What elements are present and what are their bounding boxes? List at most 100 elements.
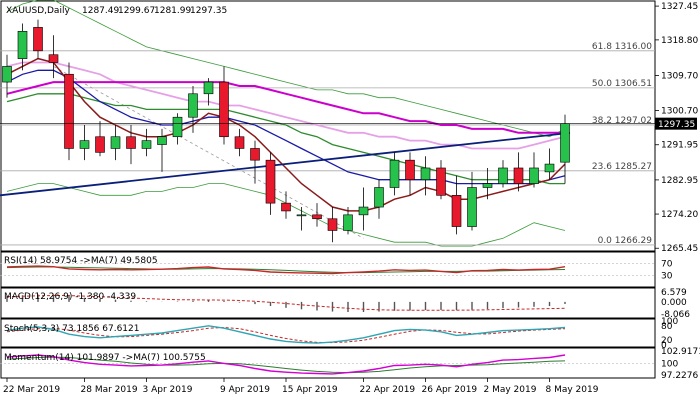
ohlc-low: 1281.99: [154, 6, 191, 16]
stoch-panel-frame: [0, 318, 656, 348]
candle-body-36: [560, 123, 570, 163]
candle-body-16: [250, 148, 260, 161]
candle-body-32: [498, 167, 508, 184]
candle-body-23: [358, 206, 369, 216]
current-price-text: 1297.35: [658, 120, 695, 130]
y-tick-label-2: 1309.70: [661, 71, 698, 81]
fib-label-1: 50.0 1306.51: [592, 79, 652, 89]
candle-body-33: [513, 167, 524, 184]
candle-body-29: [451, 195, 462, 227]
candle-body-28: [436, 167, 446, 196]
momentum-signal-line: [6, 356, 566, 374]
candle-body-24: [374, 187, 384, 208]
candle-body-2: [33, 27, 43, 52]
candle-body-12: [188, 93, 198, 118]
rsi-level-label-1: 30: [661, 272, 673, 282]
candle-body-25: [389, 159, 400, 188]
candle-body-9: [141, 140, 152, 149]
momentum-tick-label-2: 97.2276: [661, 371, 698, 381]
y-tick-label-1: 1318.80: [661, 36, 698, 46]
candle-body-19: [296, 214, 307, 217]
momentum-tick-label-1: 100: [661, 359, 678, 369]
rsi-main-line: [6, 265, 566, 275]
x-tick-label-7: 2 May 2019: [484, 385, 537, 395]
dashed-trend-line: [53, 66, 364, 239]
candle-body-22: [343, 214, 353, 231]
macd-tick-label-0: 6.579: [661, 288, 687, 298]
macd-tick-label-2: -8.066: [661, 310, 690, 320]
candle-body-7: [110, 136, 121, 149]
stoch-tick-label-3: 0: [661, 341, 667, 351]
momentum-main-line: [6, 354, 566, 375]
candle-body-8: [126, 136, 136, 149]
candle-body-30: [467, 187, 477, 227]
candle-body-0: [2, 66, 12, 83]
axis-layer: 1297.35 1327.45 1318.80 1309.70 1300.70 1291.…: [3, 2, 700, 395]
candle-body-5: [79, 140, 90, 149]
momentum-label: Momentum(14) 101.9897 ->MA(7) 100.5755: [4, 353, 206, 363]
momentum-tick-label-0: 102.9171: [661, 347, 700, 357]
y-tick-label-4: 1291.95: [661, 141, 698, 151]
candle-body-21: [327, 218, 338, 231]
candle-body-3: [48, 54, 59, 63]
candle-body-17: [265, 159, 276, 204]
x-tick-label-4: 15 Apr 2019: [282, 385, 338, 395]
current-price-tag: [655, 117, 697, 130]
x-tick-label-0: 22 Mar 2019: [3, 385, 60, 395]
chart-title: XAUUSD,Daily: [6, 6, 70, 16]
candle-body-35: [544, 163, 555, 173]
ohlc-close: 1297.35: [190, 6, 227, 16]
stoch-main-line: [6, 325, 566, 344]
candle-body-11: [172, 116, 183, 138]
candle-body-4: [64, 73, 74, 149]
candle-body-31: [482, 183, 493, 188]
fib-label-4: 0.0 1266.29: [598, 236, 653, 246]
main-panel-frame: [0, 0, 656, 252]
sub-layer: [0, 262, 655, 375]
rsi-level-label-0: 70: [661, 259, 673, 269]
candle-body-15: [234, 136, 245, 149]
stoch-label: Stoch(5,3,3) 73.1856 67.6121: [4, 324, 139, 334]
macd-label: MACD(12,26,9) -1.380 -4.339: [4, 292, 136, 302]
candle-body-34: [529, 167, 539, 184]
stoch-signal-line: [6, 326, 566, 344]
candle-body-14: [219, 81, 229, 138]
candle-body-27: [420, 167, 431, 181]
candle-body-6: [95, 136, 105, 153]
candle-body-26: [405, 159, 415, 181]
x-tick-label-5: 22 Apr 2019: [360, 385, 416, 395]
magenta-ma-line: [6, 81, 565, 134]
macd-signal-line: [6, 294, 566, 311]
stoch-tick-label-1: 80: [661, 322, 673, 332]
momentum-panel-frame: [0, 347, 656, 379]
navy-trend-line: [0, 131, 571, 197]
band-upper-line: [6, 0, 566, 138]
ohlc-open: 1287.49: [82, 6, 119, 16]
y-tick-label-7: 1265.45: [661, 244, 698, 254]
x-tick-label-8: 8 May 2019: [546, 385, 599, 395]
y-tick-label-3: 1300.70: [661, 107, 698, 117]
candle-body-13: [203, 81, 214, 95]
ohlc-high: 1299.67: [118, 6, 155, 16]
fib-label-3: 23.6 1285.27: [592, 162, 652, 172]
stoch-tick-label-0: 100: [661, 317, 678, 327]
macd-tick-label-1: 0.000: [661, 298, 687, 308]
x-tick-label-1: 28 Mar 2019: [81, 385, 138, 395]
fib-label-2: 38.2 1297.02: [592, 116, 652, 126]
x-tick-label-2: 3 Apr 2019: [143, 385, 193, 395]
candle-body-18: [281, 202, 291, 212]
x-tick-label-3: 9 Apr 2019: [220, 385, 270, 395]
x-tick-label-6: 26 Apr 2019: [422, 385, 478, 395]
fib-label-0: 61.8 1316.00: [592, 42, 652, 52]
y-tick-label-6: 1274.20: [661, 210, 698, 220]
stoch-tick-label-2: 20: [661, 336, 673, 346]
candle-body-20: [312, 214, 322, 220]
main-layer: 61.8 1316.00 50.0 1306.51 38.2 1297.02 23.6…: [0, 0, 655, 247]
y-tick-label-0: 1327.45: [661, 2, 698, 12]
macd-panel-frame: [0, 287, 656, 319]
pink-ma-line: [6, 61, 566, 150]
rsi-label: RSI(14) 58.9754 ->MA(7) 49.5805: [4, 256, 158, 266]
candle-body-1: [17, 30, 28, 59]
